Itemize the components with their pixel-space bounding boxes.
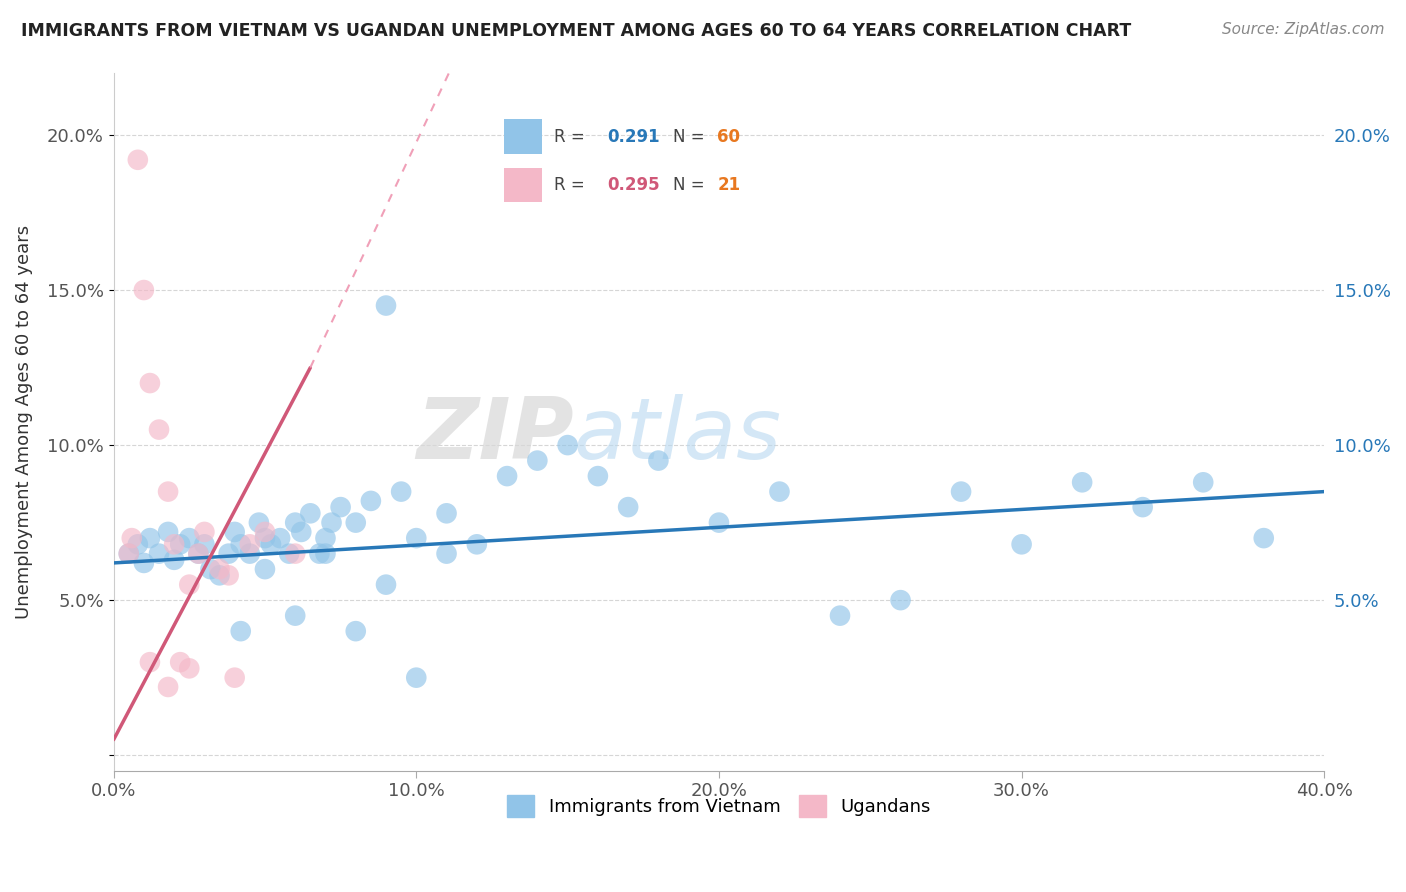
Point [218,568,240,582]
Point [229,537,252,551]
Point [132,283,155,297]
Point [157,524,180,539]
Point [299,506,322,520]
Point [647,453,669,467]
Point [163,537,186,551]
Point [1253,531,1275,545]
Point [127,153,149,167]
Point [118,547,141,561]
Point [344,516,367,530]
Point [253,562,276,576]
Point [1011,537,1033,551]
Point [127,537,149,551]
Point [169,537,191,551]
Point [828,608,851,623]
Point [557,438,579,452]
Point [157,484,180,499]
Point [375,299,398,313]
Text: ZIP: ZIP [416,394,574,477]
Point [1132,500,1154,515]
Point [118,547,141,561]
Point [148,547,170,561]
Point [163,553,186,567]
Point [260,537,283,551]
Point [139,655,162,669]
Point [278,547,301,561]
Text: Source: ZipAtlas.com: Source: ZipAtlas.com [1222,22,1385,37]
Point [218,547,240,561]
Point [321,516,343,530]
Legend: Immigrants from Vietnam, Ugandans: Immigrants from Vietnam, Ugandans [501,788,938,824]
Point [707,516,730,530]
Point [496,469,519,483]
Point [179,661,201,675]
Point [768,484,790,499]
Point [132,556,155,570]
Point [617,500,640,515]
Point [200,562,222,576]
Point [179,531,201,545]
Point [526,453,548,467]
Point [169,655,191,669]
Point [890,593,912,607]
Point [224,524,246,539]
Y-axis label: Unemployment Among Ages 60 to 64 years: Unemployment Among Ages 60 to 64 years [15,225,32,619]
Point [253,531,276,545]
Point [950,484,973,499]
Point [436,506,458,520]
Point [1071,475,1094,490]
Point [208,568,231,582]
Point [436,547,458,561]
Point [586,469,609,483]
Point [148,423,170,437]
Point [360,494,382,508]
Point [247,516,270,530]
Point [465,537,488,551]
Point [308,547,330,561]
Point [139,531,162,545]
Point [139,376,162,390]
Point [329,500,352,515]
Point [314,531,336,545]
Text: atlas: atlas [574,394,782,477]
Point [284,547,307,561]
Point [193,537,215,551]
Point [314,547,336,561]
Point [224,671,246,685]
Point [157,680,180,694]
Point [253,524,276,539]
Point [187,547,209,561]
Point [284,608,307,623]
Point [389,484,412,499]
Point [239,547,262,561]
Point [1192,475,1215,490]
Point [269,531,291,545]
Point [405,531,427,545]
Point [193,524,215,539]
Point [375,577,398,591]
Point [284,516,307,530]
Point [179,577,201,591]
Point [229,624,252,639]
Point [187,547,209,561]
Point [208,562,231,576]
Point [344,624,367,639]
Point [121,531,143,545]
Point [239,537,262,551]
Text: IMMIGRANTS FROM VIETNAM VS UGANDAN UNEMPLOYMENT AMONG AGES 60 TO 64 YEARS CORREL: IMMIGRANTS FROM VIETNAM VS UGANDAN UNEMP… [21,22,1132,40]
Point [290,524,312,539]
Point [405,671,427,685]
